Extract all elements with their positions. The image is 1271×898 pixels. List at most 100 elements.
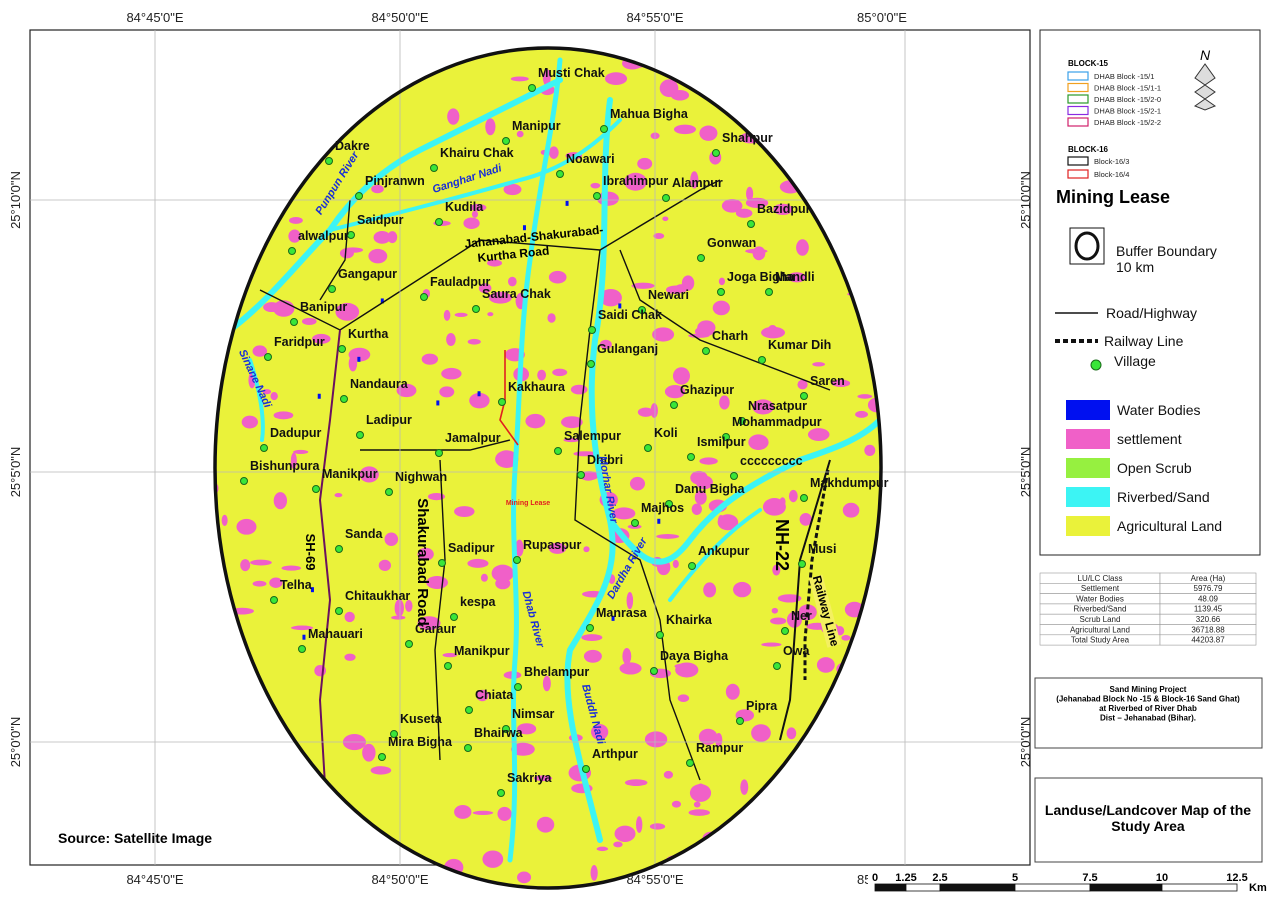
village-marker: [556, 170, 564, 178]
village-label: Mahauari: [308, 627, 363, 641]
legend-title: Mining Lease: [1056, 187, 1170, 207]
settlement-patch: [548, 542, 567, 554]
settlement-patch: [786, 611, 802, 628]
village-marker: [702, 347, 710, 355]
village-label: Noawari: [566, 152, 615, 166]
village-marker: [554, 447, 562, 455]
settlement-patch: [604, 72, 628, 85]
settlement-patch: [612, 507, 636, 520]
legend-label: Water Bodies: [1117, 402, 1201, 418]
village-marker: [686, 759, 694, 767]
settlement-patch: [548, 270, 567, 284]
settlement-patch: [291, 625, 314, 631]
settlement-patch: [476, 689, 489, 702]
settlement-patch: [771, 607, 778, 614]
settlement-patch: [653, 233, 665, 240]
settlement-patch: [507, 276, 517, 287]
settlement-patch: [622, 647, 632, 665]
settlement-patch: [751, 724, 771, 742]
village-marker: [514, 683, 522, 691]
settlement-patch: [262, 389, 272, 395]
village-marker: [688, 562, 696, 570]
settlement-patch: [699, 457, 718, 465]
settlement-patch: [649, 823, 666, 830]
label-layer: 84°45'0"E 84°50'0"E 84°55'0"E 85°0'0"E 84°45…: [8, 10, 1033, 887]
village-marker: [800, 494, 808, 502]
settlement-patch: [800, 514, 810, 525]
road-layer: [259, 179, 831, 871]
settlement-patch: [421, 353, 439, 365]
village-label: Rupaspur: [523, 538, 581, 552]
buffer-boundary: [213, 46, 883, 890]
coord-label: 84°55'0"E: [626, 10, 683, 25]
settlement-patch: [288, 229, 301, 243]
village-label: Salempur: [564, 429, 621, 443]
settlement-patch: [485, 118, 496, 136]
settlement-patch: [718, 277, 726, 286]
settlement-patch: [673, 124, 696, 135]
settlement-patch: [454, 804, 472, 819]
settlement-patch: [762, 498, 786, 516]
settlement-patch: [715, 732, 723, 747]
settlement-patch: [442, 653, 458, 658]
settlement-patch: [548, 146, 559, 159]
table-text: Settlement: [1081, 584, 1120, 593]
settlement-patch: [570, 384, 588, 395]
settlement-patch: [240, 559, 251, 572]
village-label: Gulanganj: [597, 342, 658, 356]
village-marker: [270, 596, 278, 604]
settlement-patch: [712, 300, 730, 316]
settlement-patch: [371, 184, 384, 194]
village-label: Banipur: [300, 300, 347, 314]
settlement-patch: [335, 302, 360, 321]
settlement-patch: [688, 809, 710, 816]
village-marker: [747, 220, 755, 228]
village-label: Pinjranwn: [365, 174, 425, 188]
village-marker: [464, 744, 472, 752]
village-label: Musi: [808, 542, 836, 556]
settlement-patch: [672, 559, 679, 569]
village-marker: [312, 485, 320, 493]
scale-unit: Km: [1249, 882, 1267, 893]
settlement-patch: [663, 770, 674, 779]
legend-label: DHAB Block -15/1: [1094, 72, 1154, 81]
area-table: LU/LC Class Area (Ha) Settlement 5976.79 Wat…: [1039, 572, 1257, 646]
settlement-patch: [525, 413, 546, 429]
road: [619, 249, 831, 391]
village-marker: [338, 345, 346, 353]
village-marker: [513, 556, 521, 564]
village-marker: [600, 125, 608, 133]
project-text: (Jehanabad Block No -15 & Block-16 Sand …: [1056, 695, 1240, 704]
village-marker: [444, 662, 452, 670]
road: [360, 439, 511, 451]
legend-label: Block-16/4: [1094, 170, 1129, 179]
village-marker: [593, 192, 601, 200]
settlement-patch: [301, 317, 317, 325]
village-label: Chitaukhar: [345, 589, 410, 603]
legend-heading: BLOCK-15: [1068, 59, 1109, 68]
map-title-text: Study Area: [1111, 818, 1185, 834]
table-text: Agricultural Land: [1070, 625, 1130, 634]
settlement-patch: [624, 172, 647, 191]
village-label: Sanda: [345, 527, 384, 541]
settlement-patch: [662, 216, 669, 222]
settlement-patch: [391, 615, 406, 620]
scale-label: 10: [1156, 872, 1168, 884]
village-label: Telha: [280, 578, 313, 592]
settlement-patch: [491, 564, 514, 582]
village-label: Mira Bigha: [388, 735, 453, 749]
settlement-patch: [740, 779, 749, 795]
village-marker: [528, 84, 536, 92]
village-marker: [577, 471, 585, 479]
village-marker: [430, 164, 438, 172]
village-marker: [773, 662, 781, 670]
legend-buffer-symbol: [1074, 231, 1100, 261]
village-label: Musti Chak: [538, 66, 605, 80]
settlement-patch: [717, 514, 739, 531]
settlement-patch: [270, 391, 278, 401]
settlement-patch: [471, 210, 479, 218]
settlement-patch: [288, 217, 303, 224]
settlement-patch: [798, 604, 817, 621]
road-label: SH-69: [303, 534, 318, 571]
settlement-patch: [637, 407, 654, 417]
